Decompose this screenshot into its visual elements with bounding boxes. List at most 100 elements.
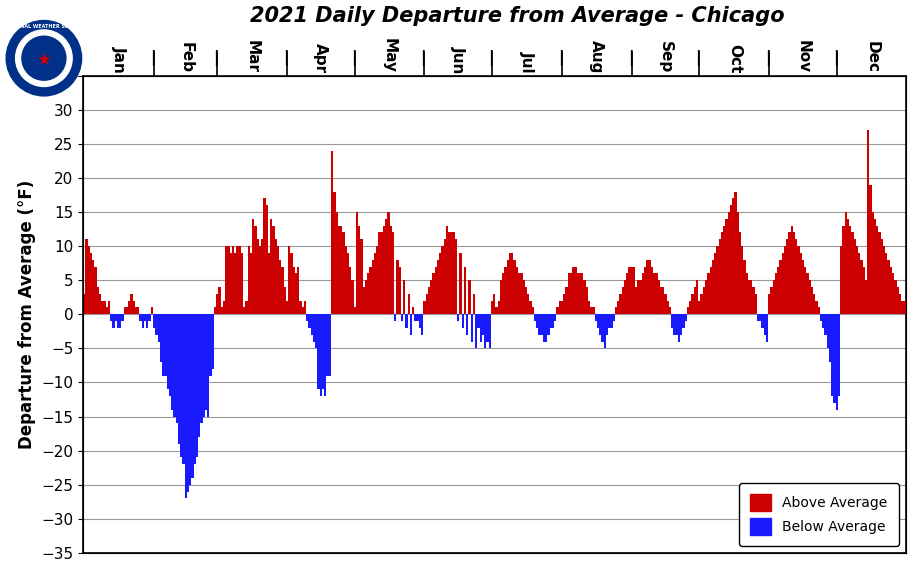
Bar [298, 267, 299, 314]
Bar [739, 232, 741, 314]
Bar [392, 232, 394, 314]
Bar [561, 301, 563, 314]
Bar [871, 212, 874, 314]
Bar [390, 226, 392, 314]
Circle shape [22, 36, 66, 80]
Text: |: | [420, 50, 426, 66]
Bar [894, 280, 896, 314]
Bar [105, 307, 108, 314]
Bar [710, 267, 711, 314]
Bar [252, 219, 254, 314]
Bar [699, 301, 700, 314]
Bar [180, 314, 182, 457]
Bar [739, 232, 741, 314]
Bar [177, 314, 180, 444]
Bar [370, 267, 371, 314]
Bar [539, 314, 541, 335]
Bar [660, 287, 663, 314]
Bar [135, 307, 138, 314]
Bar [387, 212, 390, 314]
Bar [329, 314, 331, 375]
Bar [832, 314, 833, 396]
Bar [446, 226, 448, 314]
Bar [446, 226, 448, 314]
Bar [506, 260, 509, 314]
Bar [711, 260, 714, 314]
Bar [633, 267, 635, 314]
Bar [153, 314, 155, 328]
Bar [858, 253, 860, 314]
Bar [768, 294, 771, 314]
Bar [833, 314, 835, 403]
Bar [547, 314, 550, 335]
Bar [694, 287, 696, 314]
Bar [691, 294, 694, 314]
Bar [428, 287, 431, 314]
Bar [824, 314, 827, 335]
Text: |: | [627, 50, 634, 66]
Bar [735, 191, 736, 314]
Bar [385, 219, 387, 314]
Bar [246, 301, 248, 314]
Bar [202, 314, 205, 417]
Bar [493, 294, 495, 314]
Bar [221, 307, 223, 314]
Bar [459, 253, 462, 314]
Bar [187, 314, 189, 492]
Bar [771, 287, 772, 314]
Bar [257, 239, 259, 314]
Bar [202, 314, 205, 417]
Bar [727, 212, 730, 314]
Bar [223, 301, 225, 314]
Bar [412, 307, 414, 314]
Bar [268, 253, 270, 314]
Bar [484, 314, 486, 349]
Bar [241, 253, 243, 314]
Bar [243, 307, 246, 314]
Bar [503, 274, 505, 314]
Bar [334, 191, 335, 314]
Bar [169, 314, 171, 396]
Bar [261, 239, 263, 314]
Bar [212, 314, 213, 369]
Bar [252, 219, 254, 314]
Bar [238, 246, 241, 314]
Bar [193, 314, 196, 464]
Circle shape [6, 20, 81, 96]
Bar [201, 314, 202, 423]
Bar [263, 198, 266, 314]
Bar [683, 314, 685, 328]
Bar [590, 307, 592, 314]
Bar [714, 253, 716, 314]
Bar [723, 226, 725, 314]
Bar [216, 294, 218, 314]
Bar [901, 301, 904, 314]
Bar [835, 314, 838, 410]
Bar [879, 232, 881, 314]
Bar [536, 314, 539, 328]
Bar [164, 314, 166, 375]
Bar [338, 226, 340, 314]
Bar [273, 226, 274, 314]
Bar [700, 294, 703, 314]
Bar [705, 280, 707, 314]
Text: |: | [696, 50, 701, 66]
Bar [761, 314, 763, 328]
Bar [450, 232, 453, 314]
Bar [647, 260, 649, 314]
Bar [650, 267, 653, 314]
Bar [725, 219, 727, 314]
Bar [849, 226, 851, 314]
Bar [470, 314, 473, 342]
Bar [126, 307, 128, 314]
Bar [628, 267, 631, 314]
Bar [760, 314, 761, 321]
Bar [586, 287, 588, 314]
Bar [567, 274, 570, 314]
Bar [617, 301, 619, 314]
Bar [340, 226, 342, 314]
Bar [779, 260, 782, 314]
Bar [201, 314, 202, 423]
Bar [103, 301, 105, 314]
Bar [270, 219, 273, 314]
